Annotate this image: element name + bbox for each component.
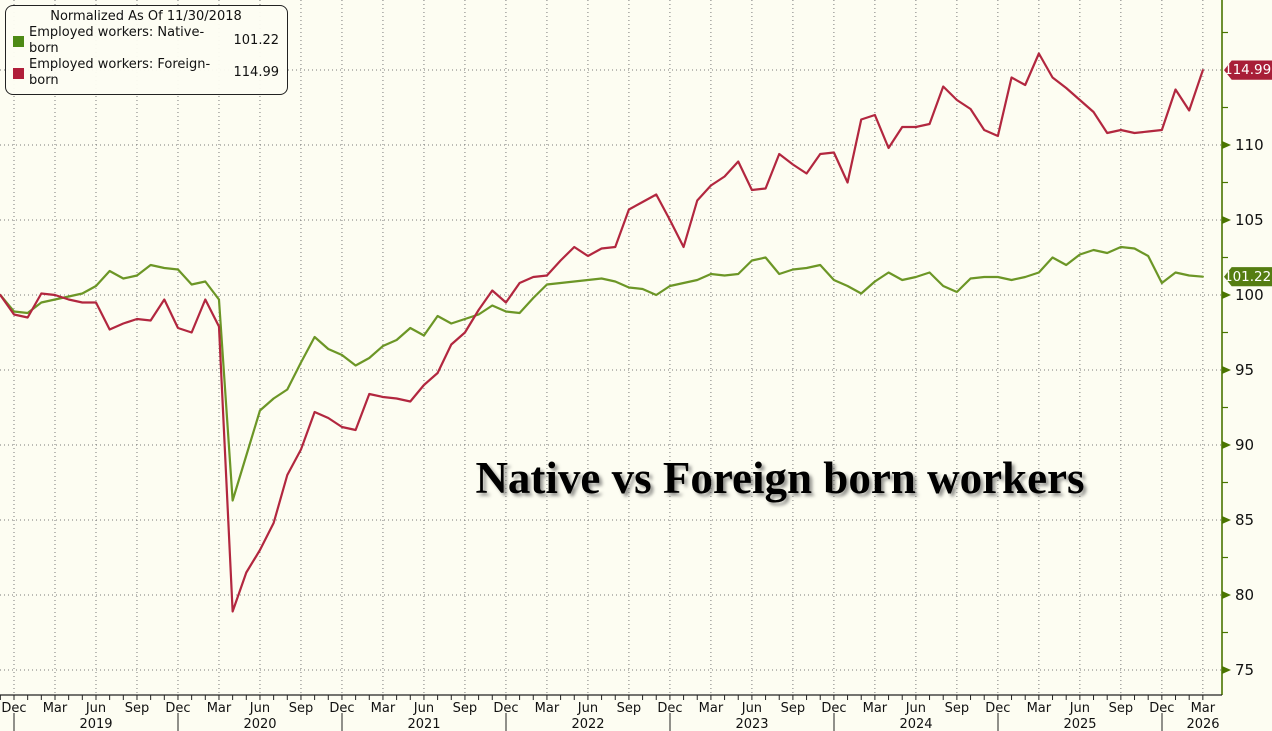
legend-box: Normalized As Of 11/30/2018 Employed wor… <box>5 5 288 95</box>
native-born-swatch-icon <box>13 35 24 47</box>
x-tick-label: Jun <box>905 701 926 716</box>
x-tick-label: Sep <box>781 701 806 716</box>
x-tick-label: Jun <box>249 701 270 716</box>
x-tick-label: Dec <box>657 701 682 716</box>
y-tick-label: 105 <box>1235 211 1264 229</box>
x-tick-label: Dec <box>821 701 846 716</box>
chart-annotation-title: Native vs Foreign born workers <box>475 453 1085 503</box>
year-label: 2022 <box>571 717 604 731</box>
x-tick-label: Sep <box>617 701 642 716</box>
x-tick-label: Dec <box>329 701 354 716</box>
legend-value: 114.99 <box>233 65 280 80</box>
x-tick-label: Sep <box>453 701 478 716</box>
x-tick-label: Mar <box>43 701 68 716</box>
y-tick-label: 100 <box>1235 286 1264 304</box>
x-tick-label: Dec <box>165 701 190 716</box>
y-tick-label: 95 <box>1235 361 1254 379</box>
x-tick-label: Dec <box>1 701 26 716</box>
foreign-born-swatch-icon <box>13 67 24 79</box>
x-tick-label: Jun <box>577 701 598 716</box>
y-tick-arrow-icon <box>1222 216 1231 224</box>
series-line-native-born <box>0 245 1204 502</box>
x-tick-label: Sep <box>1109 701 1134 716</box>
year-label: 2023 <box>735 717 768 731</box>
last-value-tag-native-born: 101.22 <box>1224 267 1272 287</box>
x-tick-label: Jun <box>741 701 762 716</box>
x-tick-label: Mar <box>699 701 724 716</box>
x-tick-label: Sep <box>945 701 970 716</box>
y-tick-arrow-icon <box>1222 516 1231 524</box>
legend-item-native-born: Employed workers: Native-born 101.22 <box>13 25 279 57</box>
x-tick-label: Sep <box>125 701 150 716</box>
y-tick-arrow-icon <box>1222 441 1231 449</box>
legend-label: Employed workers: Native-born <box>29 25 205 56</box>
year-label: 2020 <box>243 717 276 731</box>
year-label: 2019 <box>79 717 112 731</box>
year-label: 2025 <box>1063 717 1096 731</box>
year-label: 2024 <box>899 717 932 731</box>
year-label: 2021 <box>407 717 440 731</box>
legend-value: 101.22 <box>233 33 280 48</box>
x-tick-label: Mar <box>1191 701 1216 716</box>
x-tick-label: Dec <box>985 701 1010 716</box>
y-tick-arrow-icon <box>1222 666 1231 674</box>
x-tick-label: Dec <box>1149 701 1174 716</box>
x-tick-label: Mar <box>535 701 560 716</box>
last-value-tag-foreign-born: 114.99 <box>1224 60 1272 80</box>
y-tick-arrow-icon <box>1222 591 1231 599</box>
series-line-foreign-born <box>0 52 1204 613</box>
y-tick-label: 85 <box>1235 511 1254 529</box>
y-tick-label: 90 <box>1235 436 1254 454</box>
y-tick-arrow-icon <box>1222 291 1231 299</box>
x-tick-label: Mar <box>863 701 888 716</box>
y-tick-label: 75 <box>1235 661 1254 679</box>
year-label: 2026 <box>1186 717 1219 731</box>
x-tick-label: Dec <box>493 701 518 716</box>
y-tick-label: 80 <box>1235 586 1254 604</box>
legend-title: Normalized As Of 11/30/2018 <box>50 9 242 24</box>
x-tick-label: Mar <box>207 701 232 716</box>
y-tick-arrow-icon <box>1222 141 1231 149</box>
x-tick-label: Mar <box>1027 701 1052 716</box>
x-tick-label: Jun <box>85 701 106 716</box>
x-tick-label: Mar <box>371 701 396 716</box>
y-tick-arrow-icon <box>1222 366 1231 374</box>
x-tick-label: Jun <box>413 701 434 716</box>
x-tick-label: Sep <box>289 701 314 716</box>
x-tick-label: Jun <box>1069 701 1090 716</box>
legend-item-foreign-born: Employed workers: Foreign-born 114.99 <box>13 57 279 89</box>
y-tick-label: 110 <box>1235 136 1264 154</box>
legend-label: Employed workers: Foreign-born <box>29 57 211 88</box>
